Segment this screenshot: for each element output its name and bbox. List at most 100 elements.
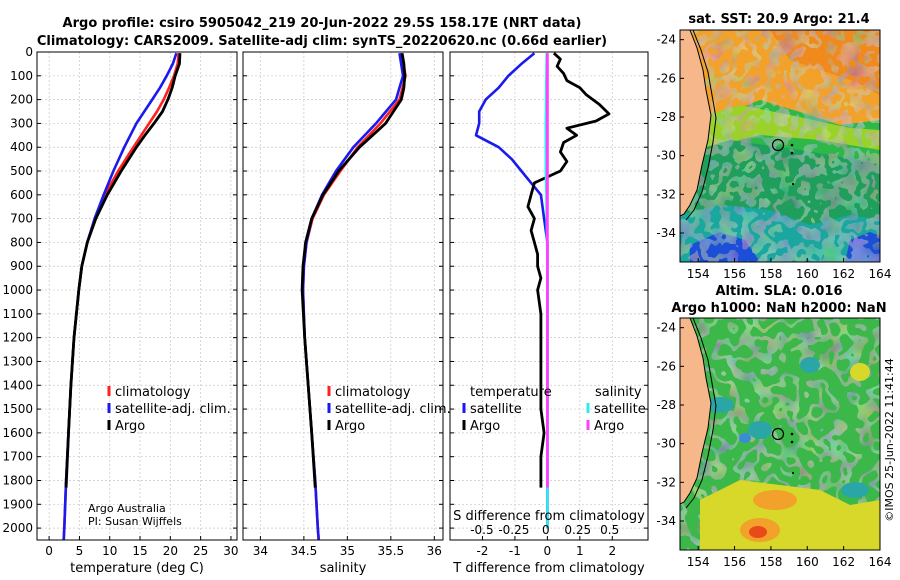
sla-float-dot <box>790 440 794 444</box>
legend-title-salinity: salinity <box>595 385 642 400</box>
temperature-panel: 0100200300400500600700800900100011001200… <box>2 45 238 576</box>
sla-high-core <box>749 526 767 538</box>
map-y-tick-label: -32 <box>656 475 676 489</box>
legend-label: Argo <box>115 419 145 434</box>
legend-label: satellite-adj. clim. <box>335 402 451 417</box>
y-tick-label: 300 <box>10 116 33 130</box>
map-y-tick-label: -28 <box>656 398 676 412</box>
x-axis-label: salinity <box>320 561 367 576</box>
sst-texture <box>680 30 880 262</box>
s-tick-label: 0 <box>542 523 550 537</box>
imos-stamp: ©IMOS 25-Jun-2022 11:41:44 <box>883 358 896 522</box>
x-tick-label: 5 <box>76 544 84 558</box>
credit-org: Argo Australia <box>88 502 166 515</box>
y-tick-label: 100 <box>10 69 33 83</box>
sla-low <box>841 482 869 498</box>
sla-float-dot <box>791 471 795 475</box>
map-x-tick-label: 154 <box>687 555 710 569</box>
s-tick-label: 0.25 <box>564 523 591 537</box>
map-x-tick-label: 160 <box>796 267 819 281</box>
sst-coastline <box>680 30 712 217</box>
sla-low <box>706 397 734 413</box>
sla-map: Altim. SLA: 0.016 Argo h1000: NaN h2000:… <box>656 284 891 569</box>
series-line-climatology <box>62 53 181 541</box>
sla-frame <box>679 317 881 551</box>
x-tick-label: 25 <box>193 544 208 558</box>
series-line-argo <box>300 52 407 488</box>
s-axis-label: S difference from climatology <box>453 509 645 524</box>
map-y-tick-label: -34 <box>656 226 676 240</box>
sla-low <box>748 421 772 439</box>
x-tick-label: 30 <box>223 544 238 558</box>
y-tick-label: 800 <box>10 235 33 249</box>
legend-label: satellite-adj. clim. <box>115 402 231 417</box>
y-tick-label: 500 <box>10 164 33 178</box>
sla-map-title-1: Altim. SLA: 0.016 <box>716 284 843 299</box>
sla-coastline <box>680 318 712 505</box>
map-x-tick-label: 160 <box>796 555 819 569</box>
sst-float-dot <box>790 151 794 155</box>
x-axis-label: temperature (deg C) <box>70 561 204 576</box>
plot-frame <box>242 51 444 541</box>
sla-high <box>850 363 870 381</box>
y-tick-label: 1200 <box>2 331 33 345</box>
legend-label: Argo <box>335 419 365 434</box>
x-tick-label: 10 <box>102 544 117 558</box>
series-line-climatology <box>301 52 407 541</box>
map-x-tick-label: 162 <box>832 267 855 281</box>
title-line-2: Climatology: CARS2009. Satellite-adj cli… <box>37 34 607 49</box>
map-x-tick-label: 156 <box>723 267 746 281</box>
title-line-1: Argo profile: csiro 5905042_219 20-Jun-2… <box>63 16 582 31</box>
legend-label: Argo <box>594 419 624 434</box>
map-y-tick-label: -30 <box>656 437 676 451</box>
map-x-tick-label: 158 <box>759 267 782 281</box>
y-tick-label: 1300 <box>2 354 33 368</box>
map-y-tick-label: -28 <box>656 110 676 124</box>
legend-title-temperature: temperature <box>470 385 552 400</box>
sla-low <box>800 357 820 373</box>
y-tick-label: 1800 <box>2 473 33 487</box>
sla-low-core <box>739 433 751 443</box>
sla-axes: 154 156 158 160 162 164 -24 -26 -28 -30 -32 -34 <box>656 321 891 569</box>
sst-map-title: sat. SST: 20.9 Argo: 21.4 <box>688 12 869 27</box>
x-tick-label: -1 <box>509 544 521 558</box>
x-tick-label: 1 <box>576 544 584 558</box>
y-tick-label: 1500 <box>2 402 33 416</box>
x-tick-label: 35.5 <box>377 544 404 558</box>
legend-label: climatology <box>115 385 191 400</box>
s-tick-label: -0.5 <box>470 523 493 537</box>
x-tick-label: 2 <box>608 544 616 558</box>
y-tick-label: 1400 <box>2 378 33 392</box>
plot-frame <box>449 51 649 541</box>
x-tick-label: 15 <box>132 544 147 558</box>
sla-high <box>753 490 797 510</box>
map-y-tick-label: -24 <box>656 321 676 335</box>
map-x-tick-label: 156 <box>723 555 746 569</box>
map-y-tick-label: -30 <box>656 149 676 163</box>
y-tick-label: 600 <box>10 188 33 202</box>
map-y-tick-label: -26 <box>656 71 676 85</box>
difference-panel: -2 -1 0 1 2 T difference from climatology S di… <box>449 51 649 576</box>
credit-pi: PI: Susan Wijffels <box>88 515 182 528</box>
x-tick-label: 35 <box>340 544 355 558</box>
map-x-tick-label: 158 <box>759 555 782 569</box>
y-tick-label: 700 <box>10 212 33 226</box>
x-tick-label: 34.5 <box>291 544 318 558</box>
y-tick-label: 1900 <box>2 497 33 511</box>
map-y-tick-label: -26 <box>656 359 676 373</box>
series-line-satellite-adj-clim- <box>301 53 405 541</box>
plot-frame <box>36 51 238 541</box>
y-tick-label: 900 <box>10 259 33 273</box>
x-tick-label: 34 <box>253 544 268 558</box>
s-tick-label: -0.25 <box>498 523 529 537</box>
sst-axes: 154 156 158 160 162 164 -24 -26 -28 -30 -32 -34 <box>656 33 891 281</box>
y-tick-label: 1100 <box>2 307 33 321</box>
x-tick-label: 0 <box>544 544 552 558</box>
x-tick-label: -2 <box>476 544 488 558</box>
y-tick-label: 1700 <box>2 450 33 464</box>
y-tick-label: 400 <box>10 140 33 154</box>
legend-label: satellite <box>594 402 646 417</box>
map-y-tick-label: -24 <box>656 33 676 47</box>
x-tick-label: 20 <box>163 544 178 558</box>
